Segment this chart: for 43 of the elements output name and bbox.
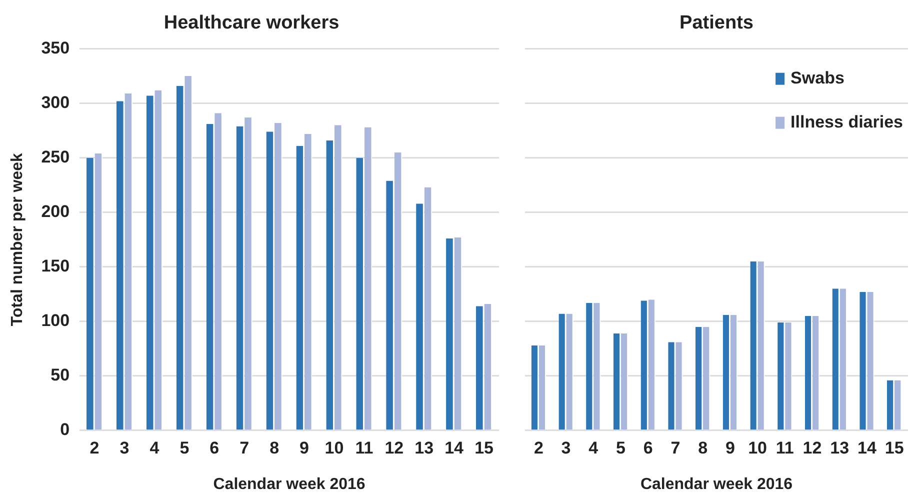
x-tick-label: 14 <box>858 438 877 458</box>
legend-label: Swabs <box>790 68 844 88</box>
x-tick-label: 2 <box>90 438 100 458</box>
y-tick-label: 150 <box>41 256 70 276</box>
x-tick-label: 14 <box>444 438 464 458</box>
x-tick-label: 10 <box>748 438 767 458</box>
x-tick-label: 7 <box>670 438 680 458</box>
y-tick-label: 350 <box>41 38 70 58</box>
y-tick-label: 100 <box>41 311 70 330</box>
x-tick-label: 2 <box>534 438 544 458</box>
y-tick-label: 50 <box>50 366 70 385</box>
x-tick-label: 9 <box>725 438 735 458</box>
x-tick-label: 8 <box>270 438 280 458</box>
chart-title: Healthcare workers <box>164 12 340 34</box>
x-axis-title: Calendar week 2016 <box>640 476 793 493</box>
x-tick-label: 6 <box>643 438 653 458</box>
x-tick-label: 13 <box>414 438 434 458</box>
x-tick-label: 4 <box>588 438 599 458</box>
x-tick-label: 13 <box>830 438 850 458</box>
x-tick-label: 15 <box>884 438 904 458</box>
x-tick-label: 4 <box>150 438 160 458</box>
x-tick-label: 9 <box>300 438 309 458</box>
x-tick-label: 12 <box>802 438 822 458</box>
y-tick-label: 200 <box>41 202 70 222</box>
x-tick-label: 5 <box>616 438 626 458</box>
x-tick-label: 15 <box>474 438 494 458</box>
x-tick-label: 10 <box>324 438 344 458</box>
x-tick-label: 3 <box>120 438 130 458</box>
x-axis-title: Calendar week 2016 <box>213 476 366 493</box>
chart-title: Patients <box>680 12 754 34</box>
x-tick-label: 11 <box>776 438 794 458</box>
legend-label: Illness diaries <box>790 112 903 132</box>
y-tick-label: 300 <box>41 93 70 112</box>
x-tick-label: 5 <box>180 438 190 458</box>
y-axis-title: Total number per week <box>9 152 26 326</box>
x-tick-label: 8 <box>698 438 708 458</box>
y-tick-label: 250 <box>41 148 70 167</box>
x-tick-label: 3 <box>561 438 571 458</box>
x-tick-label: 12 <box>384 438 404 458</box>
x-tick-label: 7 <box>240 438 250 458</box>
x-tick-label: 6 <box>210 438 220 458</box>
y-tick-label: 0 <box>60 420 70 440</box>
x-tick-label: 11 <box>355 438 374 458</box>
